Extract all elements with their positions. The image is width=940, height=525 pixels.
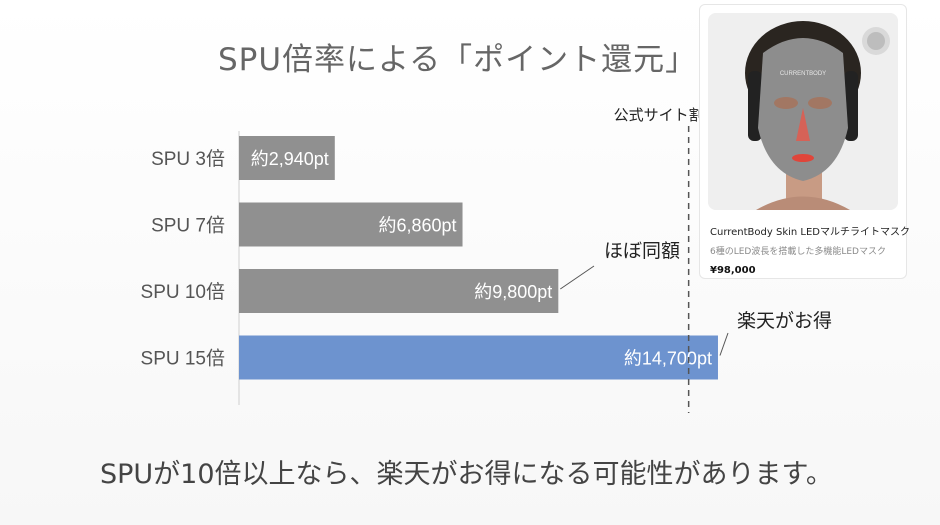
product-card[interactable]: CURRENTBODY CurrentBody Skin LEDマルチライトマス… xyxy=(699,4,911,279)
annotation-leader xyxy=(719,332,729,356)
product-name[interactable]: CurrentBody Skin LEDマルチライトマスク xyxy=(710,227,911,238)
footer-message: SPUが10倍以上なら、楽天がお得になる可能性があります。 xyxy=(100,459,833,490)
bar-value-label: 約2,940pt xyxy=(251,149,329,169)
mask-brand-text: CURRENTBODY xyxy=(780,71,826,77)
bar-4 xyxy=(239,335,718,380)
category-label: SPU 7倍 xyxy=(151,215,225,237)
bar-3 xyxy=(239,269,559,313)
bar-value-label: 約14,700pt xyxy=(624,349,712,369)
product-description: 6種のLED波長を搭載した多機能LEDマスク xyxy=(710,247,886,257)
product-price: ¥98,000 xyxy=(710,265,756,276)
bar-value-label: 約9,800pt xyxy=(474,282,552,302)
price-prefix: ¥ xyxy=(710,265,717,276)
page-title: SPU倍率による「ポイント還元」 xyxy=(218,42,698,78)
price-value: 98,000 xyxy=(716,265,756,276)
bar-1 xyxy=(239,136,335,180)
bar-2 xyxy=(239,202,463,247)
annotation-text: 楽天がお得 xyxy=(737,310,832,332)
annotation-text: ほぼ同額 xyxy=(604,240,680,262)
category-label: SPU 15倍 xyxy=(141,348,225,370)
led-mask-photo-icon: CURRENTBODY xyxy=(708,13,898,210)
category-label: SPU 3倍 xyxy=(151,148,225,170)
bar-value-label: 約6,860pt xyxy=(378,216,456,236)
category-label: SPU 10倍 xyxy=(141,281,225,303)
annotation-leader xyxy=(560,265,595,290)
